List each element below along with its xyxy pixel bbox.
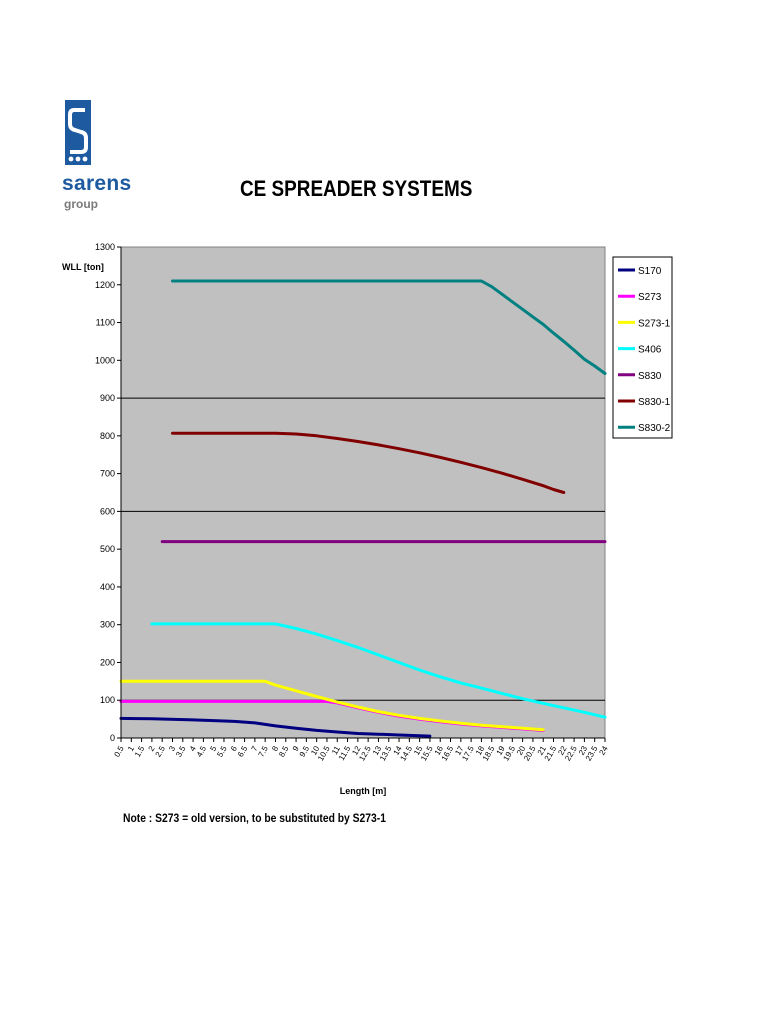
- x-axis-label: Length [m]: [340, 786, 387, 796]
- logo-subtitle: group: [64, 197, 98, 211]
- chart-legend: S170 S273 S273-1 S406 S830 S830-1 S830-2: [612, 256, 673, 439]
- x-tick-label: 6: [229, 744, 239, 753]
- series-line-s170: [119, 716, 432, 738]
- x-tick-label: 6.5: [236, 744, 250, 759]
- x-tick-label: 8.5: [277, 744, 291, 759]
- sarens-logo: sarens group: [62, 100, 142, 215]
- x-tick-label: 7.5: [257, 744, 271, 759]
- y-tick-label: 700: [100, 469, 115, 479]
- x-tick-label: 9: [291, 744, 301, 753]
- y-tick-label: 500: [100, 544, 115, 554]
- y-tick-label: 100: [100, 695, 115, 705]
- series-line-s830-2: [171, 279, 607, 375]
- legend-label: S273-1: [638, 318, 671, 329]
- series-line-s273-1: [119, 679, 545, 732]
- x-tick-label: 3: [167, 744, 177, 753]
- logo-wordmark: sarens: [62, 172, 132, 195]
- y-tick-label: 300: [100, 620, 115, 630]
- x-tick-label: 24: [597, 744, 610, 757]
- x-axis: 0.5 11.5 22.5 33.5 44.5 55.5 66.5 77.5 88.5 99.51…: [112, 737, 610, 762]
- x-tick-label: 23.5: [584, 744, 600, 762]
- x-tick-label: 1.5: [133, 744, 147, 759]
- x-tick-label: 2: [147, 744, 157, 753]
- y-tick-label: 1200: [95, 280, 115, 290]
- series-lines: [119, 279, 607, 738]
- x-tick-label: 2.5: [154, 744, 168, 759]
- x-tick-label: 4.5: [195, 744, 209, 759]
- y-tick-label: 600: [100, 506, 115, 516]
- series-line-s830-1: [171, 431, 566, 494]
- series-line-s406: [150, 622, 607, 719]
- legend-label: S170: [638, 266, 662, 277]
- y-tick-label: 200: [100, 657, 115, 667]
- legend-label: S830: [638, 371, 662, 382]
- y-axis-label: WLL [ton]: [62, 262, 104, 272]
- y-tick-label: 900: [100, 393, 115, 403]
- plot-area: [120, 246, 606, 739]
- page-title: CE SPREADER SYSTEMS: [240, 176, 473, 201]
- y-tick-label: 800: [100, 431, 115, 441]
- legend-label: S830-2: [638, 423, 671, 434]
- legend-label: S406: [638, 345, 662, 356]
- x-tick-label: 1: [126, 744, 136, 753]
- y-tick-label: 400: [100, 582, 115, 592]
- x-tick-label: 10.5: [316, 744, 332, 762]
- y-axis: 0 100 200 300 400 500 600 700 800 900 1000 1100 1200…: [95, 242, 122, 743]
- x-tick-label: 8: [270, 744, 280, 753]
- x-tick-label: 7: [250, 744, 260, 753]
- legend-label: S273: [638, 292, 662, 303]
- sarens-logo-mark: [65, 100, 91, 165]
- legend-label: S830-1: [638, 397, 671, 408]
- y-tick-label: 0: [110, 733, 115, 743]
- y-tick-label: 1300: [95, 242, 115, 252]
- x-tick-label: 5.5: [215, 744, 229, 759]
- chart-note: Note : S273 = old version, to be substit…: [123, 811, 386, 825]
- x-tick-label: 3.5: [174, 744, 188, 759]
- y-tick-label: 1000: [95, 355, 115, 365]
- x-tick-label: 4: [188, 744, 198, 753]
- x-tick-label: 0.5: [112, 744, 126, 759]
- x-tick-label: 5: [208, 744, 218, 753]
- y-tick-label: 1100: [96, 318, 115, 328]
